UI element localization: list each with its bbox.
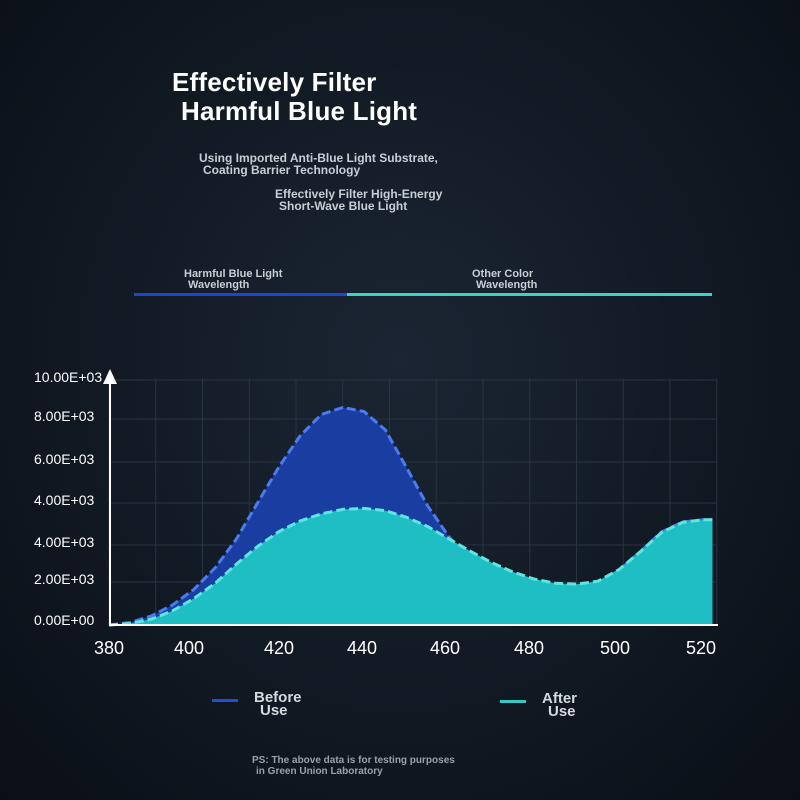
- legend-label-before-line-2: Use: [260, 702, 288, 719]
- legend-swatch-before: [212, 699, 238, 702]
- y-tick-label: 10.00E+03: [34, 369, 102, 385]
- harmful-wavelength-bar: [134, 293, 347, 296]
- other-wavelength-bar: [347, 293, 712, 296]
- subtitle-filter-line-1: Effectively Filter High-Energy: [275, 187, 443, 201]
- x-tick-label: 480: [514, 638, 544, 658]
- x-tick-label: 500: [600, 638, 630, 658]
- y-tick-label: 2.00E+03: [34, 571, 95, 587]
- title-line-2: Harmful Blue Light: [181, 96, 418, 126]
- legend-label-after-line-1: After: [542, 690, 578, 707]
- x-tick-label: 460: [430, 638, 460, 658]
- x-tick-label: 440: [347, 638, 377, 658]
- subtitle-technology-line-1: Using Imported Anti-Blue Light Substrate…: [199, 151, 438, 165]
- legend-swatch-after: [500, 700, 526, 703]
- title-line-1: Effectively Filter: [172, 67, 377, 97]
- x-tick-label: 520: [686, 638, 716, 658]
- legend-label-before-line-1: Before: [254, 689, 302, 706]
- y-tick-label: 8.00E+03: [34, 408, 95, 424]
- series-area-after-use: [109, 508, 713, 625]
- footnote: PS: The above data is for testing purpos…: [252, 755, 455, 777]
- footnote-line-2: in Green Union Laboratory: [256, 766, 383, 777]
- legend-label-before: Before Use: [254, 689, 302, 719]
- other-wavelength-label-line-2: Wavelength: [476, 279, 538, 291]
- legend-item-after: After Use: [500, 690, 578, 720]
- harmful-wavelength-label: Harmful Blue Light Wavelength: [184, 269, 282, 291]
- other-wavelength-label-line-1: Other Color: [472, 268, 534, 280]
- legend-label-after-line-2: Use: [548, 703, 576, 720]
- subtitle-technology-line-2: Coating Barrier Technology: [203, 163, 361, 177]
- subtitle-filter: Effectively Filter High-Energy Short-Wav…: [275, 188, 442, 212]
- other-wavelength-label: Other Color Wavelength: [472, 269, 537, 291]
- y-tick-label: 0.00E+00: [34, 612, 95, 628]
- footnote-line-1: PS: The above data is for testing purpos…: [252, 755, 455, 766]
- harmful-wavelength-label-line-1: Harmful Blue Light: [184, 268, 283, 280]
- x-tick-label: 420: [264, 638, 294, 658]
- y-tick-label: 4.00E+03: [34, 534, 95, 550]
- subtitle-filter-line-2: Short-Wave Blue Light: [279, 199, 408, 213]
- x-tick-label: 380: [94, 638, 124, 658]
- subtitle-technology: Using Imported Anti-Blue Light Substrate…: [199, 152, 438, 176]
- harmful-wavelength-label-line-2: Wavelength: [188, 279, 250, 291]
- page-title: Effectively Filter Harmful Blue Light: [172, 68, 417, 126]
- legend-item-before: Before Use: [212, 689, 302, 719]
- y-axis-arrow: [103, 369, 117, 384]
- x-tick-label: 400: [174, 638, 204, 658]
- series-line-after-use: [108, 506, 713, 627]
- y-tick-label: 6.00E+03: [34, 451, 95, 467]
- legend-label-after: After Use: [542, 690, 578, 720]
- y-tick-label: 4.00E+03: [34, 492, 95, 508]
